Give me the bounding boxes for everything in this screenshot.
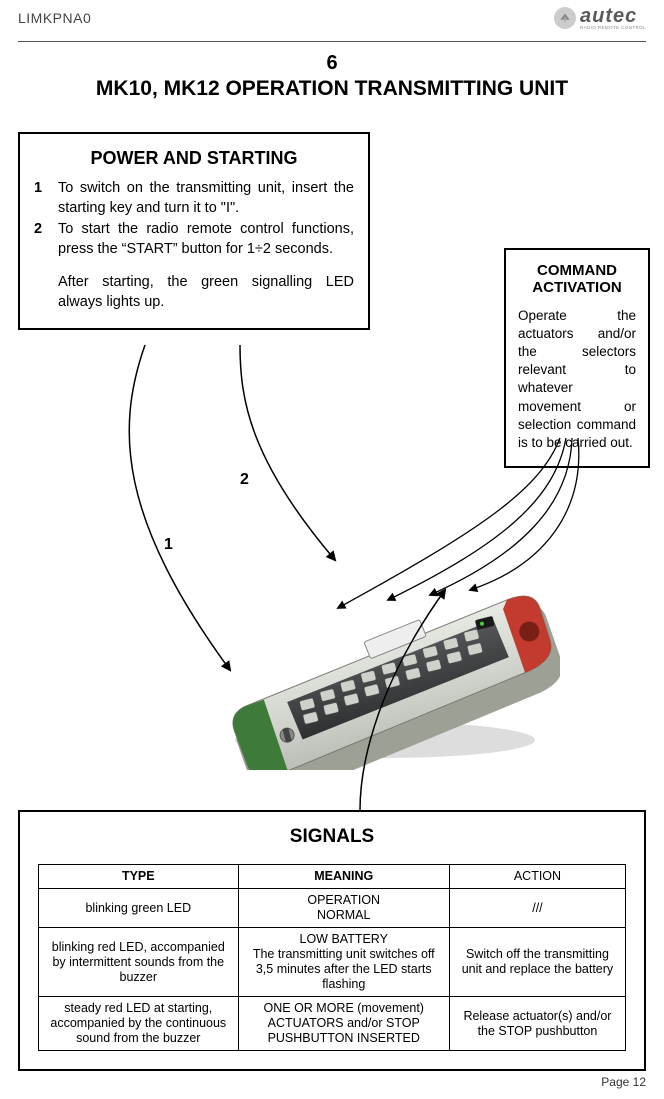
doc-id: LIMKPNA0: [18, 10, 91, 26]
signals-box: SIGNALS TYPE MEANING ACTION blinking gre…: [18, 810, 646, 1071]
power-heading: POWER AND STARTING: [34, 148, 354, 169]
cell-action: Release actuator(s) and/or the STOP push…: [449, 997, 625, 1051]
callout-label-1: 1: [164, 536, 173, 554]
command-heading: COMMAND ACTIVATION: [514, 262, 640, 297]
section-number: 6: [0, 52, 664, 75]
signals-col-action: ACTION: [449, 865, 625, 889]
cell-type: blinking red LED, accompanied by intermi…: [39, 928, 239, 997]
signals-table: TYPE MEANING ACTION blinking green LED O…: [38, 864, 626, 1051]
brand-block: autec RADIO REMOTE CONTROL: [554, 6, 646, 31]
table-row: blinking green LED OPERATIONNORMAL ///: [39, 889, 626, 928]
brand-name: autec: [580, 6, 646, 26]
page-footer: Page 12: [601, 1075, 646, 1089]
power-item-num: 2: [34, 220, 48, 259]
brand-tagline: RADIO REMOTE CONTROL: [580, 26, 646, 31]
signals-heading: SIGNALS: [38, 826, 626, 848]
power-item-num: 1: [34, 179, 48, 218]
transmitting-unit-illustration: [200, 540, 560, 770]
command-activation-box: COMMAND ACTIVATION Operate the actuators…: [504, 248, 650, 468]
power-item: 1 To switch on the transmitting unit, in…: [34, 179, 354, 218]
power-starting-box: POWER AND STARTING 1 To switch on the tr…: [18, 132, 370, 330]
signals-col-type: TYPE: [39, 865, 239, 889]
cell-meaning: ONE OR MORE (movement) ACTUATORS and/or …: [238, 997, 449, 1051]
cell-type: steady red LED at starting, accompanied …: [39, 997, 239, 1051]
signals-col-meaning: MEANING: [238, 865, 449, 889]
power-item: 2 To start the radio remote control func…: [34, 220, 354, 259]
power-item-text: To switch on the transmitting unit, inse…: [58, 179, 354, 218]
page-title: MK10, MK12 OPERATION TRANSMITTING UNIT: [0, 77, 664, 101]
top-rule: [18, 41, 646, 42]
power-note: After starting, the green signalling LED…: [58, 273, 354, 312]
command-text: Operate the actuators and/or the selecto…: [514, 307, 640, 453]
table-row: steady red LED at starting, accompanied …: [39, 997, 626, 1051]
cell-action: Switch off the transmitting unit and rep…: [449, 928, 625, 997]
cell-meaning: LOW BATTERYThe transmitting unit switche…: [238, 928, 449, 997]
table-row: blinking red LED, accompanied by intermi…: [39, 928, 626, 997]
cell-type: blinking green LED: [39, 889, 239, 928]
cell-meaning: OPERATIONNORMAL: [238, 889, 449, 928]
brand-logo-icon: [554, 7, 576, 29]
callout-label-2: 2: [240, 471, 249, 489]
power-item-text: To start the radio remote control functi…: [58, 220, 354, 259]
cell-action: ///: [449, 889, 625, 928]
